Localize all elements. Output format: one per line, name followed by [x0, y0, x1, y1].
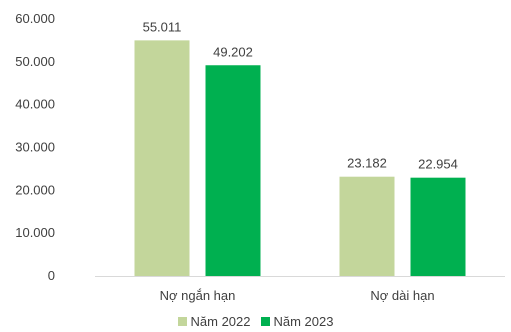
y-tick-label: 0 — [48, 268, 55, 283]
y-tick-label: 50.000 — [15, 54, 55, 69]
data-label: 55.011 — [143, 19, 182, 34]
y-tick-label: 30.000 — [15, 140, 55, 155]
legend-item-2022: Năm 2022 — [177, 312, 251, 330]
data-label: 49.202 — [213, 44, 253, 59]
bar-2023-0 — [205, 65, 261, 276]
y-tick-label: 60.000 — [15, 11, 55, 26]
x-category-label: Nợ ngắn hạn — [160, 288, 236, 303]
legend-label-2022: Năm 2022 — [190, 313, 251, 329]
y-tick-label: 10.000 — [15, 225, 55, 240]
bars — [134, 40, 466, 276]
legend-label-2023: Năm 2023 — [273, 313, 334, 329]
bar-2022-0 — [134, 40, 190, 276]
data-label: 22.954 — [418, 157, 458, 172]
y-tick-label: 40.000 — [15, 97, 55, 112]
legend-swatch-2022 — [177, 316, 187, 326]
legend-swatch-2023 — [260, 316, 270, 326]
y-tick-label: 20.000 — [15, 182, 55, 197]
x-category-label: Nợ dài hạn — [370, 288, 434, 303]
bar-2022-1 — [339, 176, 395, 276]
y-axis-ticks: 0 10.000 20.000 30.000 40.000 50.000 60.000 — [15, 11, 55, 283]
legend-item-2023: Năm 2023 — [260, 312, 334, 330]
legend: Năm 2022 Năm 2023 — [0, 312, 511, 330]
x-axis-categories: Nợ ngắn hạn Nợ dài hạn — [160, 288, 435, 303]
data-labels: 55.011 49.202 23.182 22.954 — [143, 19, 458, 171]
bar-2023-1 — [410, 177, 466, 276]
data-label: 23.182 — [347, 156, 387, 171]
